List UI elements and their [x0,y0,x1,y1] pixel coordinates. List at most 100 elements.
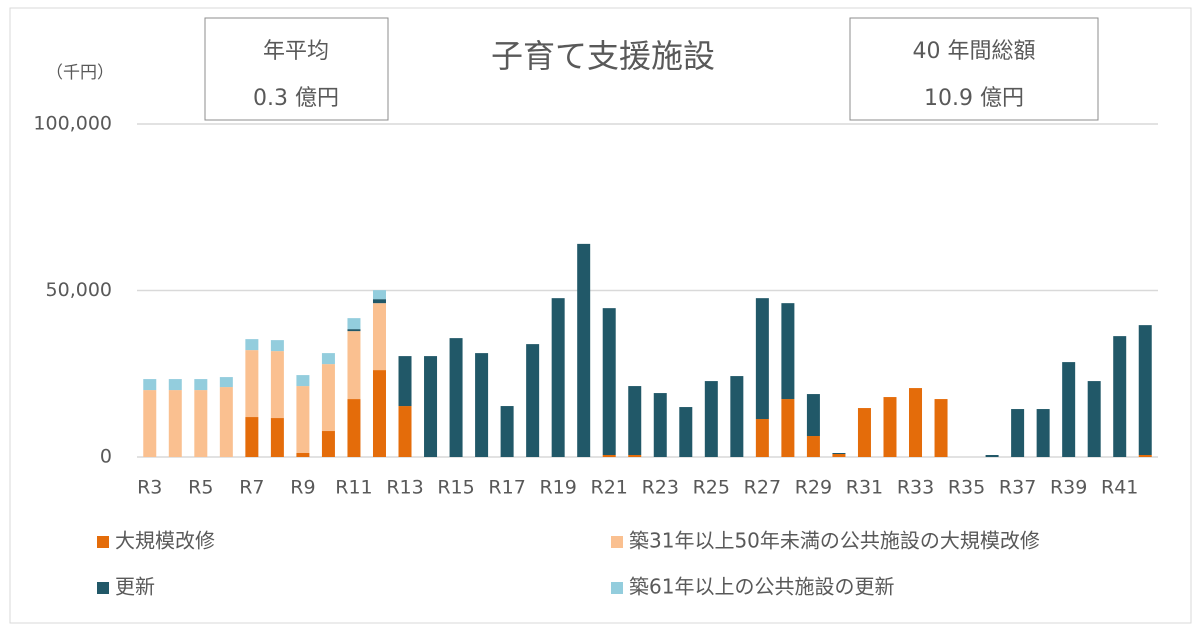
bar-segment [168,379,182,391]
bar-segment [883,397,897,457]
bar-segment [347,318,361,330]
chart-title: 子育て支援施設 [491,37,715,75]
x-tick-label: R5 [188,477,213,499]
bar-segment [1138,325,1152,456]
info-box [849,17,1099,121]
bar-segment [270,351,284,419]
x-tick-label: R9 [290,477,315,499]
bar-segment [679,407,693,457]
bar-segment [806,394,820,437]
legend-swatch [611,582,623,594]
bar-segment [296,453,310,457]
bar-segment [628,386,642,456]
bar-segment [321,431,335,457]
bar-segment [245,350,259,418]
bar-segment [372,370,386,457]
bar-segment [1062,362,1076,457]
bar-segment [143,390,157,457]
y-tick-label: 0 [100,446,112,468]
bar-segment [372,303,386,371]
legend-swatch [611,536,623,548]
bar-segment [755,419,769,457]
bar-segment [219,387,233,457]
bar-segment [168,390,182,457]
bar-segment [321,364,335,432]
bar-segment [296,375,310,387]
x-tick-label: R35 [948,477,985,499]
legend-label: 大規模改修 [115,529,215,553]
info-text: 40 年間総額 [913,39,1036,64]
x-tick-label: R25 [693,477,730,499]
legend-swatch [97,582,109,594]
bar-segment [806,436,820,457]
bar-segment [857,408,871,457]
bar-segment [628,455,642,457]
bar-segment [372,299,386,304]
bar-segment [194,379,208,391]
bar-segment [347,329,361,332]
bar-segment [832,453,846,455]
x-tick-label: R27 [744,477,781,499]
bar-segment [602,455,616,457]
x-tick-label: R29 [795,477,832,499]
bar-segment [577,243,591,457]
info-box [204,17,389,121]
bar-segment [270,418,284,457]
bar-segment [372,290,386,300]
bar-segment [398,356,412,407]
bar-segment [730,376,744,457]
bar-segment [347,399,361,457]
bar-segment [1011,409,1025,457]
x-tick-label: R13 [386,477,423,499]
bar-segment [270,340,284,352]
bar-segment [500,406,514,457]
legend-label: 更新 [115,575,155,599]
bar-segment [143,379,157,391]
bar-segment [321,353,335,365]
info-text: 0.3 億円 [253,86,339,111]
bar-segment [219,377,233,388]
bar-segment [704,381,718,457]
x-tick-label: R11 [335,477,372,499]
bar-segment [832,454,846,457]
y-tick-label: 100,000 [33,113,112,135]
x-tick-label: R15 [437,477,474,499]
x-tick-label: R19 [539,477,576,499]
bar-segment [449,338,463,457]
x-tick-label: R33 [897,477,934,499]
x-tick-label: R23 [642,477,679,499]
unit-label: （千円） [46,63,114,83]
bar-segment [1138,455,1152,457]
x-tick-label: R7 [239,477,264,499]
bar-segment [475,353,489,457]
legend-label: 築61年以上の公共施設の更新 [629,575,894,599]
bar-segment [602,308,616,456]
bar-segment [781,399,795,457]
bar-segment [985,455,999,457]
x-tick-label: R37 [999,477,1036,499]
bar-segment [1087,381,1101,457]
bar-segment [755,298,769,420]
y-tick-label: 50,000 [46,279,112,301]
bar-segment [909,388,923,457]
bar-segment [347,331,361,400]
bar-segment [1036,409,1050,457]
x-tick-label: R3 [137,477,162,499]
info-text: 10.9 億円 [924,86,1024,111]
info-text: 年平均 [263,39,329,64]
bar-segment [781,303,795,400]
bar-segment [551,298,565,457]
x-tick-label: R21 [591,477,628,499]
x-tick-label: R31 [846,477,883,499]
bar-segment [245,339,259,351]
bar-segment [245,417,259,457]
x-tick-label: R41 [1101,477,1138,499]
bar-segment [398,406,412,457]
x-tick-label: R17 [488,477,525,499]
legend-swatch [97,536,109,548]
bar-segment [194,390,208,457]
legend-label: 築31年以上50年未満の公共施設の大規模改修 [629,529,1040,553]
bar-segment [653,393,667,457]
bar-segment [526,344,540,457]
